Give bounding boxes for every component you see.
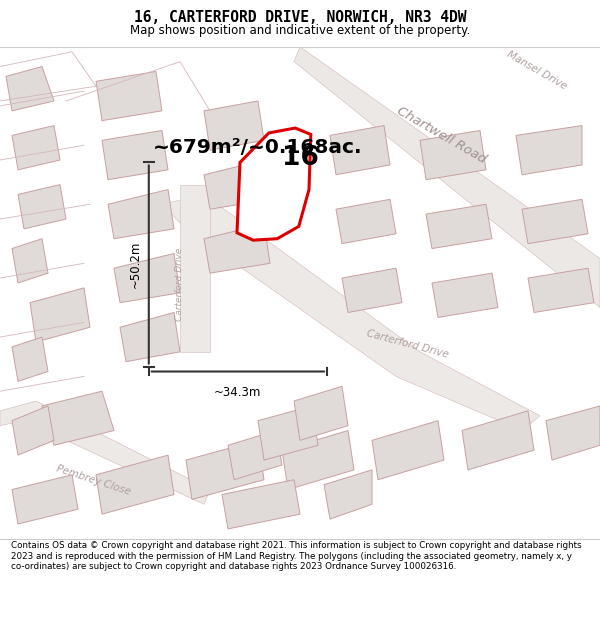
Polygon shape [426,204,492,249]
Polygon shape [6,66,54,111]
Polygon shape [12,337,48,381]
Polygon shape [336,199,396,244]
Polygon shape [42,391,114,445]
Polygon shape [258,406,318,460]
Polygon shape [30,288,90,342]
Polygon shape [516,126,582,175]
Polygon shape [294,47,600,308]
Polygon shape [342,268,402,312]
Text: Pembrey Close: Pembrey Close [55,464,131,498]
Text: Carterford Drive: Carterford Drive [366,329,450,360]
Polygon shape [108,189,174,239]
Text: ~34.3m: ~34.3m [214,386,262,399]
Polygon shape [102,131,168,179]
Text: Carterford Drive: Carterford Drive [176,248,185,321]
Text: 16: 16 [282,145,319,171]
Polygon shape [18,184,66,229]
Polygon shape [96,71,162,121]
Polygon shape [294,386,348,441]
Polygon shape [330,126,390,175]
Polygon shape [12,406,54,455]
Polygon shape [522,199,588,244]
Text: ~679m²/~0.168ac.: ~679m²/~0.168ac. [153,138,362,158]
Polygon shape [237,128,311,240]
Polygon shape [432,273,498,318]
Polygon shape [228,431,282,480]
Polygon shape [546,406,600,460]
Polygon shape [12,239,48,283]
Text: ~50.2m: ~50.2m [129,241,142,288]
Text: Contains OS data © Crown copyright and database right 2021. This information is : Contains OS data © Crown copyright and d… [11,541,581,571]
Text: Mansel Drive: Mansel Drive [505,49,569,91]
Polygon shape [324,470,372,519]
Polygon shape [114,254,180,302]
Polygon shape [462,411,534,470]
Polygon shape [420,131,486,179]
Text: Chartwell Road: Chartwell Road [394,104,488,166]
Polygon shape [222,480,300,529]
Polygon shape [186,441,264,499]
Polygon shape [96,455,174,514]
Polygon shape [204,101,264,150]
Polygon shape [120,312,180,362]
Polygon shape [204,160,270,209]
Polygon shape [372,421,444,480]
Polygon shape [180,184,210,352]
Polygon shape [12,475,78,524]
Text: 16, CARTERFORD DRIVE, NORWICH, NR3 4DW: 16, CARTERFORD DRIVE, NORWICH, NR3 4DW [134,10,466,25]
Polygon shape [12,126,60,170]
Polygon shape [204,224,270,273]
Polygon shape [162,194,540,431]
Text: Map shows position and indicative extent of the property.: Map shows position and indicative extent… [130,24,470,36]
Polygon shape [528,268,594,312]
Polygon shape [282,431,354,489]
Polygon shape [0,401,210,504]
